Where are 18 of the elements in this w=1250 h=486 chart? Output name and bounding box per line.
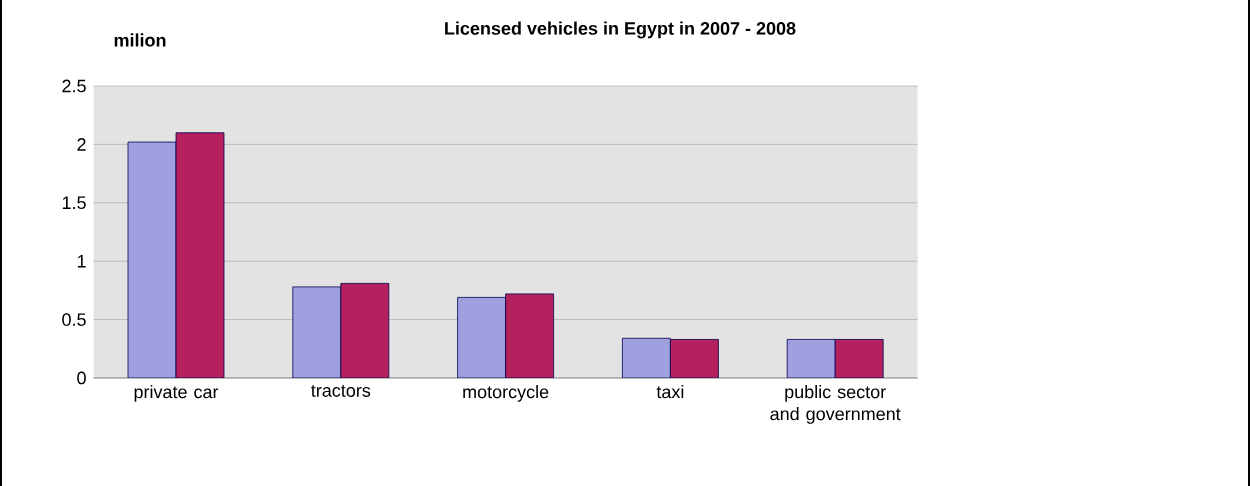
x-tick-label: motorcycle [463, 385, 549, 402]
x-tick-label: taxi [656, 385, 684, 399]
y-axis-title: milion [114, 33, 166, 47]
y-tick-label: 0 [77, 371, 86, 385]
y-tick-label: 2 [77, 138, 86, 151]
y-tick-label: 1 [77, 254, 86, 268]
bar [670, 339, 719, 378]
bar [340, 282, 390, 378]
x-tick-label: tractors [311, 385, 371, 397]
bar [505, 293, 554, 378]
x-tick-label: private car [134, 385, 219, 402]
y-tick-label: 0.5 [62, 313, 86, 326]
bar [834, 339, 884, 378]
y-tick-label: 2.5 [62, 79, 86, 93]
y-tick-label: 1.5 [62, 196, 86, 210]
chart-title: Licensed vehicles in Egypt in 2007 - 2008 [445, 21, 796, 39]
x-tick-label: public sector and government [770, 385, 901, 424]
bar [175, 132, 225, 378]
